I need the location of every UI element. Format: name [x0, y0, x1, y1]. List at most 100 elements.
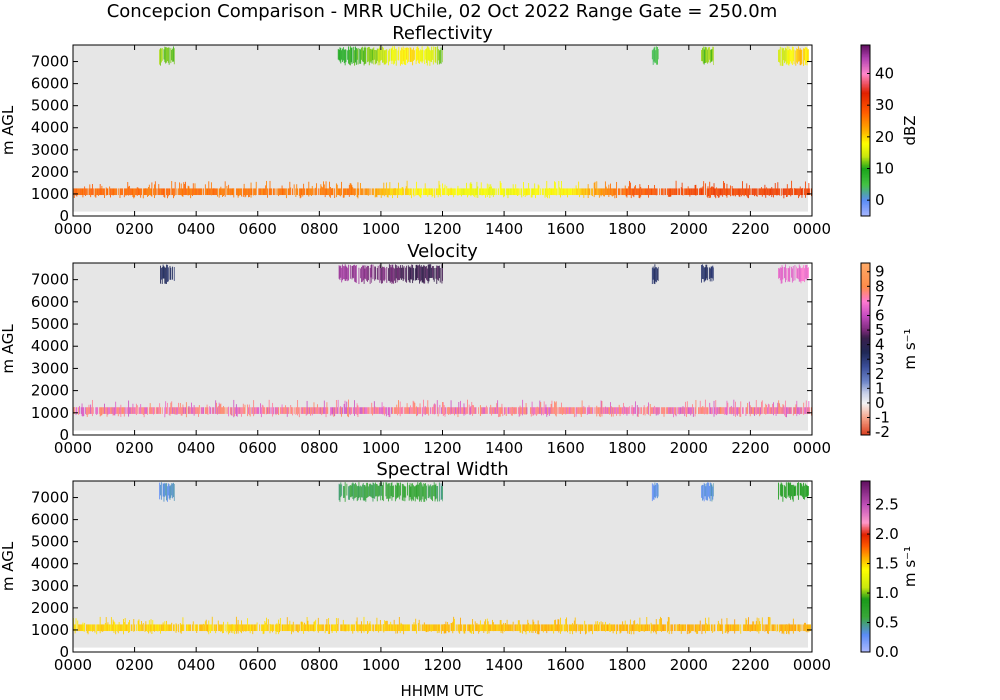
- colorbar-segment: [861, 377, 870, 380]
- heatmap-cell: [722, 624, 724, 634]
- heatmap-cell: [749, 405, 751, 417]
- heatmap-cell: [344, 482, 346, 502]
- heatmap-cell: [657, 48, 659, 60]
- heatmap-cell: [629, 182, 631, 196]
- heatmap-cell: [354, 188, 356, 196]
- heatmap-cell: [131, 188, 133, 196]
- heatmap-cell: [391, 482, 393, 501]
- heatmap-cell: [262, 405, 264, 414]
- heatmap-cell: [589, 624, 591, 632]
- colorbar-segment: [861, 389, 870, 392]
- heatmap-cell: [396, 404, 398, 414]
- heatmap-cell: [198, 188, 199, 196]
- layer-upper-echoes: [160, 264, 809, 285]
- heatmap-cell: [166, 264, 167, 284]
- heatmap-cell: [460, 407, 462, 414]
- heatmap-cell: [752, 621, 754, 632]
- heatmap-cell: [510, 407, 511, 414]
- heatmap-cell: [290, 624, 292, 632]
- heatmap-cell: [496, 403, 498, 414]
- heatmap-cell: [334, 624, 336, 632]
- heatmap-cell: [398, 46, 400, 61]
- heatmap-cell: [651, 50, 653, 60]
- heatmap-cell: [438, 50, 440, 65]
- heatmap-cell: [388, 624, 390, 632]
- colorbar-segment: [861, 486, 870, 489]
- heatmap-cell: [438, 482, 440, 502]
- heatmap-cell: [573, 407, 575, 418]
- colorbar-segment: [861, 150, 870, 153]
- heatmap-cell: [542, 624, 544, 633]
- heatmap-cell: [673, 188, 675, 196]
- heatmap-cell: [688, 624, 690, 634]
- heatmap-cell: [467, 624, 469, 632]
- heatmap-cell: [198, 624, 200, 632]
- heatmap-cell: [468, 624, 470, 632]
- heatmap-cell: [795, 404, 797, 414]
- heatmap-cell: [154, 184, 155, 199]
- heatmap-cell: [357, 182, 359, 199]
- heatmap-cell: [588, 624, 590, 633]
- heatmap-cell: [172, 407, 174, 414]
- heatmap-cell: [218, 188, 220, 198]
- heatmap-cell: [448, 624, 449, 633]
- heatmap-cell: [367, 188, 368, 196]
- heatmap-cell: [688, 407, 690, 414]
- heatmap-cell: [73, 624, 75, 632]
- heatmap-cell: [567, 407, 568, 414]
- heatmap-cell: [515, 624, 517, 632]
- colorbar-tick-label: 0: [875, 191, 885, 209]
- heatmap-cell: [677, 624, 679, 632]
- heatmap-cell: [580, 188, 582, 196]
- heatmap-cell: [259, 624, 261, 632]
- heatmap-cell: [317, 617, 319, 633]
- colorbar-segment: [861, 156, 870, 159]
- heatmap-cell: [523, 624, 525, 632]
- heatmap-cell: [717, 620, 719, 632]
- heatmap-cell: [716, 407, 718, 416]
- heatmap-cell: [383, 182, 385, 196]
- heatmap-cell: [806, 265, 808, 280]
- heatmap-cell: [288, 188, 290, 196]
- heatmap-cell: [350, 624, 352, 632]
- heatmap-cell: [166, 620, 167, 632]
- heatmap-cell: [531, 401, 533, 414]
- heatmap-cell: [124, 407, 126, 414]
- heatmap-cell: [560, 402, 562, 414]
- heatmap-cell: [561, 624, 563, 632]
- heatmap-cell: [585, 407, 586, 414]
- heatmap-cell: [799, 48, 801, 66]
- heatmap-cell: [137, 620, 139, 632]
- heatmap-cell: [159, 624, 161, 632]
- y-tick-label: 3000: [31, 141, 69, 159]
- heatmap-cell: [442, 188, 444, 196]
- colorbar-segment: [861, 399, 870, 402]
- heatmap-cell: [253, 400, 255, 417]
- heatmap-cell: [388, 50, 389, 66]
- heatmap-cell: [211, 616, 213, 632]
- heatmap-cell: [166, 407, 167, 414]
- heatmap-cell: [733, 399, 735, 416]
- heatmap-cell: [185, 624, 187, 632]
- heatmap-cell: [532, 407, 534, 416]
- heatmap-cell: [254, 624, 255, 632]
- heatmap-cell: [379, 188, 380, 196]
- heatmap-cell: [96, 624, 98, 635]
- heatmap-cell: [502, 624, 504, 634]
- heatmap-cell: [340, 48, 342, 64]
- colorbar-segment: [861, 481, 870, 483]
- heatmap-cell: [461, 407, 463, 414]
- heatmap-cell: [526, 624, 528, 632]
- heatmap-cell: [376, 407, 378, 414]
- heatmap-cell: [183, 182, 185, 196]
- heatmap-cell: [754, 407, 756, 414]
- heatmap-cell: [459, 407, 461, 414]
- heatmap-cell: [288, 407, 290, 414]
- heatmap-cell: [703, 267, 705, 283]
- heatmap-cell: [585, 624, 586, 635]
- heatmap-cell: [780, 482, 782, 497]
- heatmap-cell: [616, 624, 618, 635]
- heatmap-cell: [543, 624, 545, 632]
- heatmap-cell: [369, 48, 371, 63]
- colorbar-segment: [861, 164, 870, 167]
